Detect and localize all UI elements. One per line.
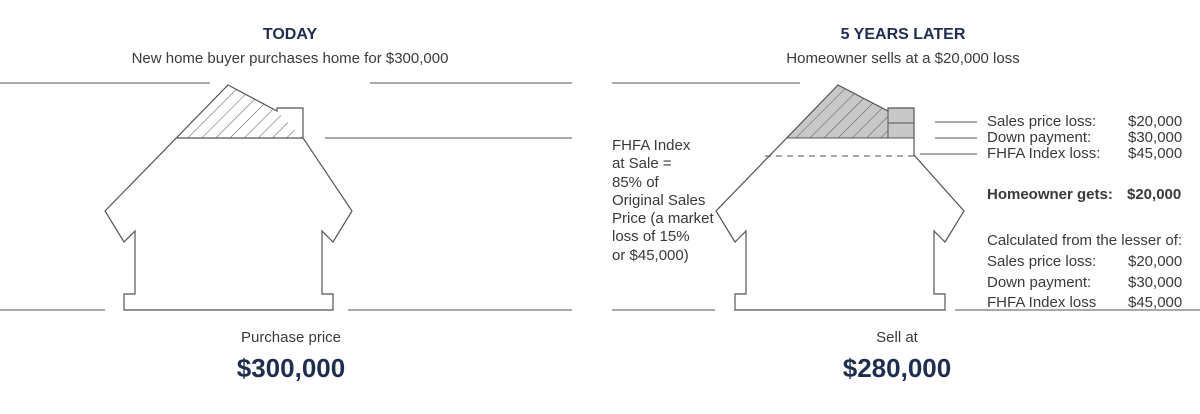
later-roof-top-hatch [812, 85, 889, 112]
breakdown-label-sales: Sales price loss: [987, 113, 1097, 130]
breakdown-value-fhfa: $45,000 [1128, 145, 1183, 162]
today-roof-hatch [177, 85, 303, 138]
breakdown-value-sales: $20,000 [1128, 113, 1183, 130]
fhfa-note-line: Original Sales [612, 191, 706, 209]
lesser-value-down: $30,000 [1128, 274, 1183, 291]
later-subtitle: Homeowner sells at a $20,000 loss [786, 50, 1020, 67]
later-roof-middle [787, 112, 914, 138]
lesser-value-fhfa: $45,000 [1128, 294, 1183, 311]
breakdown-label-fhfa: FHFA Index loss: [987, 145, 1101, 162]
breakdown-label-down: Down payment: [987, 129, 1092, 146]
fhfa-note-line: or $45,000) [612, 246, 689, 264]
today-caption: Purchase price [240, 329, 342, 346]
fhfa-note-line: at Sale = [612, 155, 672, 173]
fhfa-note-line: FHFA Index [612, 137, 691, 154]
fhfa-note: FHFA Index at Sale = 85% of Original Sal… [612, 137, 732, 265]
homeowner-gets-label: Homeowner gets: [987, 186, 1113, 203]
later-caption: Sell at [876, 329, 918, 346]
lesser-label-sales: Sales price loss: [987, 253, 1097, 270]
breakdown-value-down: $30,000 [1128, 129, 1183, 146]
lesser-label-fhfa: FHFA Index loss [987, 294, 1097, 311]
lesser-value-sales: $20,000 [1128, 253, 1183, 270]
lesser-of-heading: Calculated from the lesser of: [987, 232, 1183, 249]
later-house-outline [715, 84, 965, 311]
fhfa-note-line: 85% of [612, 173, 659, 191]
later-title: 5 YEARS LATER [840, 26, 966, 43]
fhfa-note-line: Price (a market [612, 210, 714, 228]
today-price: $300,000 [236, 353, 346, 383]
today-title: TODAY [262, 26, 318, 43]
today-house-outline [104, 84, 353, 311]
fhfa-note-line: loss of 15% [612, 228, 690, 246]
later-chimney-mid [887, 122, 915, 139]
lesser-label-down: Down payment: [987, 274, 1092, 291]
homeowner-gets-value: $20,000 [1127, 186, 1182, 203]
later-price: $280,000 [842, 353, 952, 383]
later-chimney-top [887, 107, 915, 124]
today-subtitle: New home buyer purchases home for $300,0… [131, 50, 449, 67]
